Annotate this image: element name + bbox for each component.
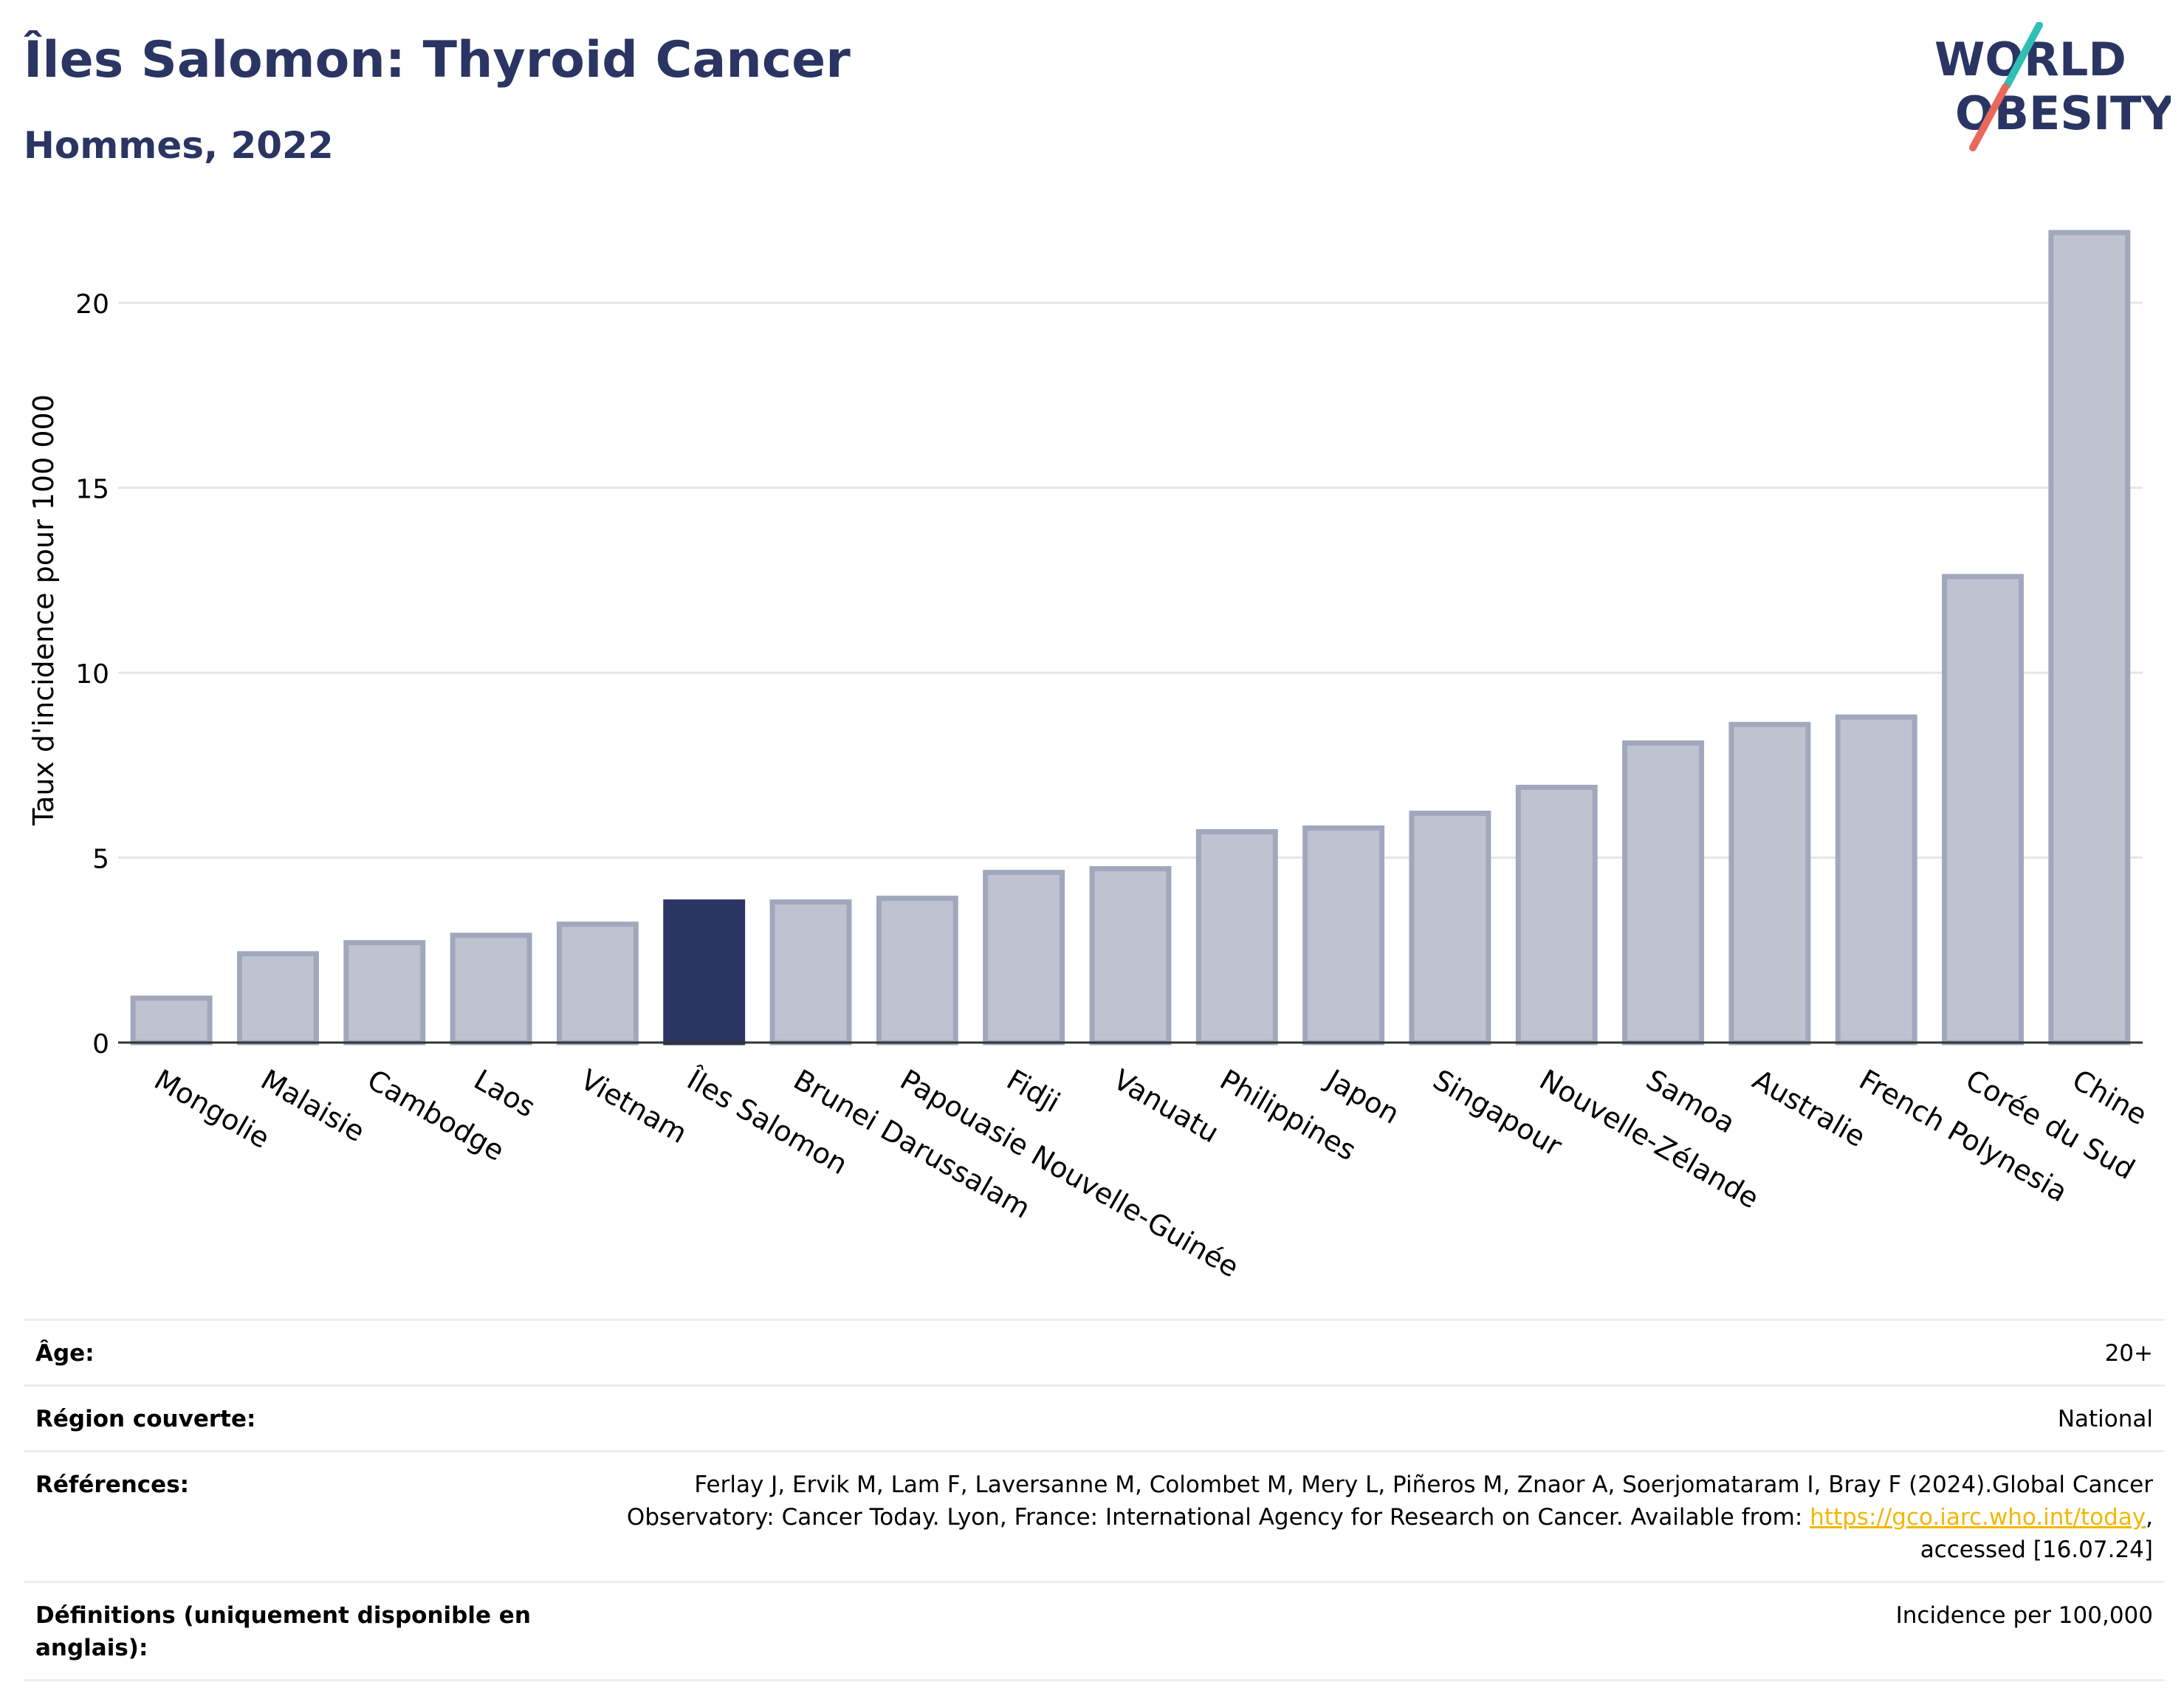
bar[interactable] [237,951,319,1046]
bar[interactable] [1302,825,1385,1046]
bar[interactable] [876,896,958,1046]
bar[interactable] [663,899,746,1046]
world-obesity-logo: WORLD OBESITY [1934,22,2171,151]
meta-value-definitions: Incidence per 100,000 [1895,1602,2153,1629]
bar[interactable] [450,933,532,1046]
x-tick-label: Fidji [1001,1063,1065,1119]
bar[interactable] [1089,866,1172,1046]
bar[interactable] [1515,784,1598,1046]
bars [130,230,2131,1046]
meta-row-age: Âge: 20+ [24,1319,2165,1384]
chart-title: Îles Salomon: Thyroid Cancer [24,31,851,89]
chart-subtitle: Hommes, 2022 [24,124,334,167]
y-tick-label: 15 [75,475,109,505]
logo-slash-red [1969,83,2009,151]
x-tick-label: Vietnam [575,1063,693,1150]
bar[interactable] [1942,574,2024,1046]
meta-value-references: Ferlay J, Ervik M, Lam F, Laversanne M, … [602,1469,2153,1566]
x-tick-label: Vanuatu [1108,1063,1225,1149]
y-tick-label: 20 [75,289,109,320]
bar[interactable] [983,870,1065,1046]
reference-link[interactable]: https://gco.iarc.who.int/today [1810,1504,2146,1531]
meta-row-references: Références: Ferlay J, Ervik M, Lam F, La… [24,1450,2165,1581]
meta-label-definitions: Définitions (uniquement disponible en an… [35,1602,531,1661]
x-tick-label: Malaisie [255,1063,371,1148]
reference-accessed: , accessed [16.07.24] [1920,1504,2153,1563]
bar[interactable] [1728,721,1811,1046]
x-tick-label: Chine [2067,1063,2152,1131]
y-tick-label: 5 [92,845,109,875]
bar[interactable] [1409,810,1491,1046]
meta-label-references: Références: [35,1472,190,1498]
y-tick-label: 10 [75,659,109,690]
bar[interactable] [1835,714,1917,1046]
bar[interactable] [769,899,852,1046]
metadata-table: Âge: 20+ Région couverte: National Référ… [24,1319,2165,1681]
reference-text: Ferlay J, Ervik M, Lam F, Laversanne M, … [626,1472,2153,1531]
y-tick-label: 0 [92,1029,109,1060]
bar[interactable] [130,995,213,1046]
meta-label-region: Région couverte: [35,1406,256,1432]
bar[interactable] [1622,740,1705,1046]
bar[interactable] [343,940,426,1046]
meta-row-definitions: Définitions (uniquement disponible en an… [24,1581,2165,1681]
meta-row-region: Région couverte: National [24,1384,2165,1450]
x-tick-label: Australie [1747,1063,1871,1153]
logo-slash-teal [2003,22,2043,89]
meta-value-age: 20+ [2104,1340,2153,1367]
bar[interactable] [1195,828,1278,1046]
meta-value-region: National [2057,1406,2153,1432]
bar[interactable] [556,921,639,1046]
x-tick-label: Mongolie [149,1063,275,1155]
x-tick-label: Japon [1319,1062,1404,1130]
meta-label-age: Âge: [35,1340,95,1367]
x-tick-label: Laos [469,1063,541,1124]
y-axis-title: Taux d'incidence pour 100 000 [27,394,60,826]
bar[interactable] [2048,230,2131,1046]
